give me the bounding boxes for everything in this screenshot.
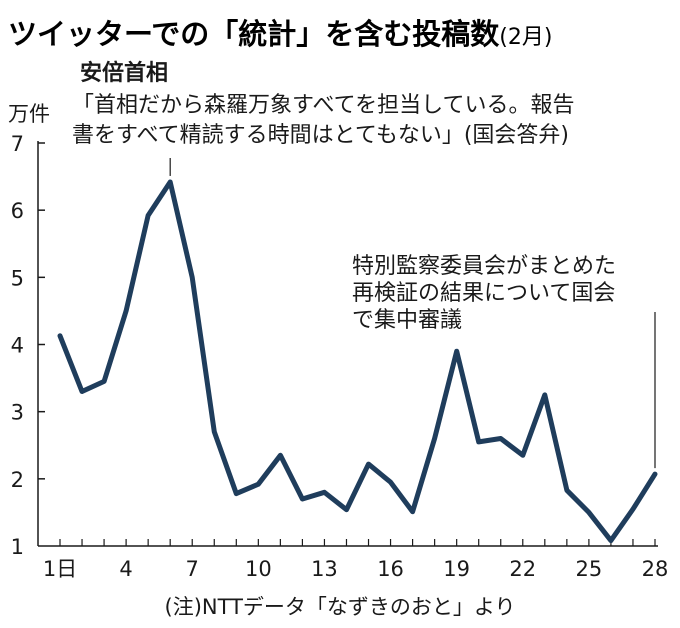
data-point	[80, 390, 84, 393]
data-point	[367, 462, 370, 466]
x-tick-label: 22	[509, 557, 536, 581]
source-note: (注)NTTデータ「なずきのおと」より	[165, 595, 516, 619]
data-point	[565, 489, 569, 492]
data-point	[345, 508, 348, 511]
x-tick-label: 4	[119, 557, 132, 581]
x-tick-label: 1日	[43, 557, 77, 581]
annotation-text-line: 特別監察委員会がまとめた	[352, 254, 616, 279]
data-point	[411, 510, 414, 513]
data-point	[477, 440, 480, 444]
annotation-heading: 安倍首相	[80, 60, 168, 86]
data-point	[389, 480, 392, 484]
x-tick-label: 13	[311, 557, 338, 581]
chart-title-period: (2月)	[499, 25, 552, 50]
annotation-text-line: で集中審議	[352, 308, 462, 333]
y-tick-label: 5	[11, 266, 24, 290]
y-tick-label: 3	[11, 401, 24, 425]
annotation-text-line: 「首相だから森羅万象すべてを担当している。報告	[72, 93, 574, 118]
chart-title-main: ツイッターでの「統計」を含む投稿数	[8, 17, 500, 51]
data-point	[191, 276, 194, 279]
annotation-text-line: 書をすべて精読する時間はとてもない」(国会答弁)	[72, 123, 569, 148]
data-point	[58, 334, 62, 337]
data-point	[146, 214, 150, 217]
y-tick-label: 2	[11, 468, 24, 492]
x-tick-label: 28	[642, 557, 669, 581]
data-point	[653, 472, 657, 476]
annotation-text-line: 再検証の結果について国会	[352, 281, 615, 306]
y-tick-label: 7	[11, 132, 24, 156]
data-point	[213, 430, 216, 434]
data-point	[521, 454, 524, 457]
data-point	[168, 180, 172, 184]
x-tick-label: 16	[377, 557, 404, 581]
annotations: 安倍首相「首相だから森羅万象すべてを担当している。報告書をすべて精読する時間はと…	[72, 60, 656, 469]
data-point	[609, 539, 613, 542]
data-point	[433, 437, 436, 440]
x-tick-label: 10	[245, 557, 272, 581]
data-point	[543, 393, 547, 397]
chart-title: ツイッターでの「統計」を含む投稿数(2月)	[8, 17, 552, 51]
data-point	[323, 491, 326, 494]
x-tick-label: 7	[186, 557, 199, 581]
data-point	[499, 437, 502, 440]
y-axis-ticks: 1 2 3 4 5 6 7	[11, 132, 45, 559]
data-point	[587, 511, 591, 514]
data-point	[235, 492, 238, 495]
y-tick-label: 4	[11, 334, 24, 358]
data-point	[631, 507, 635, 511]
series-layer	[57, 179, 658, 544]
data-point	[301, 497, 304, 501]
x-tick-label: 19	[443, 557, 470, 581]
y-axis-unit: 万件	[8, 102, 50, 126]
data-point	[455, 350, 458, 353]
x-axis-ticks: 1日 4 7 10 13 16 19 22 25 28	[43, 539, 669, 581]
y-tick-label: 1	[11, 535, 24, 559]
data-point	[124, 309, 128, 313]
data-point	[257, 483, 260, 486]
data-point	[279, 454, 282, 457]
y-tick-label: 6	[11, 199, 24, 223]
x-tick-label: 25	[576, 557, 603, 581]
series-line	[57, 179, 658, 544]
data-point	[102, 380, 106, 383]
